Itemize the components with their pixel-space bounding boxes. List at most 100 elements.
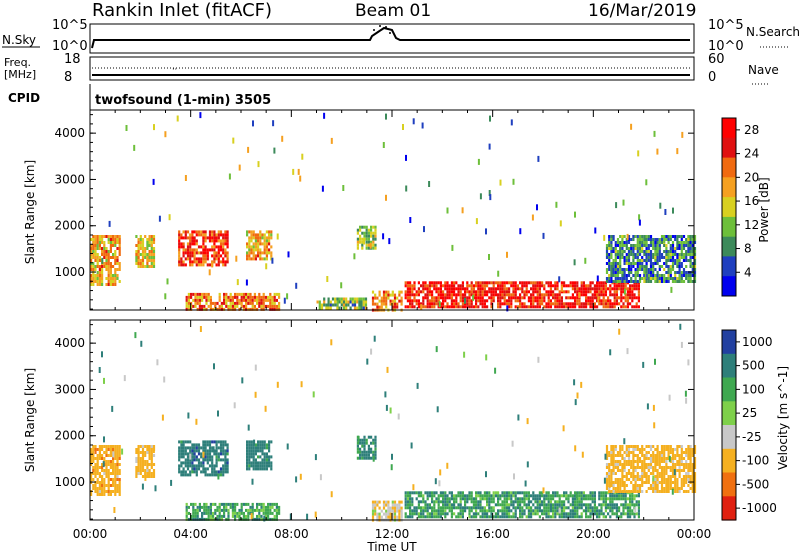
- data-cell: [101, 454, 104, 457]
- data-cell: [614, 253, 617, 256]
- data-cell: [626, 290, 629, 294]
- data-cell: [585, 503, 588, 507]
- data-cell: [624, 284, 627, 288]
- data-cell: [248, 236, 251, 240]
- colorbar-frame: [721, 329, 737, 521]
- data-cell: [641, 478, 644, 481]
- data-cell: [615, 293, 618, 297]
- data-cell: [652, 490, 655, 493]
- data-cell: [455, 296, 458, 300]
- data-cell: [459, 305, 462, 309]
- data-cell: [409, 293, 412, 297]
- data-cell: [231, 298, 234, 302]
- data-cell: [455, 515, 458, 519]
- data-cell: [112, 235, 115, 238]
- data-cell: [512, 506, 515, 510]
- data-cell: [693, 265, 697, 268]
- data-cell: [589, 494, 592, 498]
- data-cell: [204, 248, 207, 252]
- data-cell: [242, 511, 245, 515]
- data-cell: [665, 487, 668, 490]
- data-cell: [98, 259, 101, 262]
- data-cell: [114, 259, 117, 262]
- data-cell: [150, 235, 153, 238]
- data-cell: [98, 445, 101, 448]
- x-tick-label: 16:00: [475, 527, 510, 541]
- data-cell: [213, 260, 216, 264]
- data-cell: [461, 302, 464, 306]
- data-cell: [209, 517, 212, 521]
- data-cell: [148, 238, 151, 241]
- data-cell: [342, 297, 346, 301]
- data-cell: [116, 472, 119, 475]
- data-cell: [630, 472, 633, 475]
- data-cell: [223, 508, 226, 512]
- data-cell: [256, 298, 259, 302]
- data-cell: [634, 490, 637, 493]
- data-cell: [152, 235, 156, 238]
- data-cell: [669, 448, 672, 451]
- data-cell: [144, 247, 147, 250]
- data-cell: [693, 457, 697, 460]
- data-cell: [461, 509, 464, 513]
- data-cell: [275, 514, 278, 518]
- data-cell: [187, 295, 190, 299]
- data-cell: [374, 453, 377, 457]
- data-cell: [501, 503, 504, 507]
- data-cell: [92, 241, 95, 244]
- data-cell: [448, 497, 451, 501]
- data-cell: [654, 457, 657, 460]
- data-cell: [148, 256, 151, 259]
- data-cell: [477, 506, 480, 510]
- data-cell: [276, 233, 279, 240]
- data-cell: [225, 301, 228, 305]
- data-cell: [547, 497, 550, 501]
- data-cell: [610, 238, 613, 241]
- data-cell: [152, 259, 156, 262]
- data-cell: [680, 235, 683, 238]
- data-cell: [503, 494, 506, 498]
- data-cell: [605, 481, 609, 484]
- data-cell: [479, 284, 482, 288]
- data-cell: [273, 514, 276, 518]
- data-cell: [336, 300, 339, 307]
- data-cell: [602, 512, 605, 516]
- data-cell: [574, 211, 576, 218]
- data-cell: [105, 463, 108, 466]
- data-cell: [667, 484, 670, 487]
- x-tick-label: 00:00: [73, 527, 108, 541]
- data-cell: [576, 293, 579, 297]
- data-cell: [370, 225, 373, 229]
- data-cell: [457, 287, 460, 291]
- data-cell: [620, 284, 623, 288]
- data-cell: [633, 305, 636, 309]
- data-cell: [433, 515, 436, 519]
- data-cell: [547, 491, 550, 495]
- data-cell: [204, 443, 207, 447]
- data-cell: [691, 478, 694, 481]
- data-cell: [479, 290, 482, 294]
- data-cell: [565, 506, 568, 510]
- data-cell: [486, 293, 489, 297]
- data-cell: [137, 454, 140, 457]
- data-cell: [589, 299, 592, 303]
- data-cell: [519, 296, 522, 300]
- data-cell: [604, 284, 607, 288]
- data-cell: [669, 277, 672, 280]
- data-cell: [652, 256, 655, 259]
- data-cell: [687, 235, 690, 238]
- data-cell: [267, 508, 270, 512]
- data-cell: [208, 464, 212, 468]
- data-cell: [92, 265, 95, 268]
- data-cell: [338, 300, 341, 304]
- data-cell: [525, 305, 528, 309]
- data-cell: [594, 227, 597, 234]
- data-cell: [490, 287, 493, 291]
- data-cell: [114, 448, 117, 451]
- data-cell: [411, 293, 414, 297]
- data-cell: [422, 512, 425, 516]
- data-cell: [501, 290, 504, 294]
- data-cell: [193, 470, 196, 474]
- data-cell: [503, 281, 506, 285]
- data-cell: [538, 515, 541, 519]
